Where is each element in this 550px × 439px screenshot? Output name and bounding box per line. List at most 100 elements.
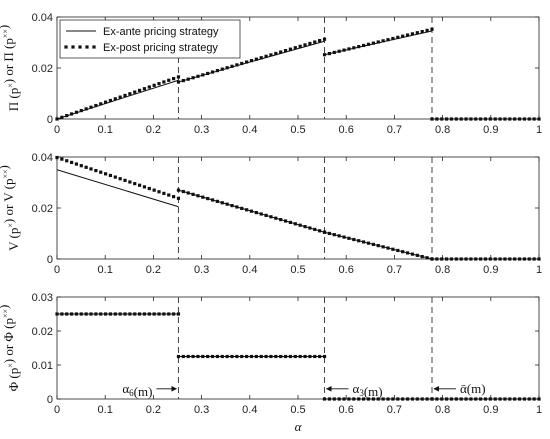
ex-post-marker — [532, 117, 536, 121]
ex-post-marker — [147, 85, 151, 89]
annotation-label: α6(m) — [122, 381, 152, 399]
ex-post-marker — [386, 246, 390, 250]
ex-post-marker — [479, 257, 483, 261]
x-tick-label: 0.2 — [146, 124, 161, 136]
y-tick-label: 0.02 — [32, 203, 53, 215]
ex-post-marker — [274, 216, 278, 220]
ex-post-marker — [167, 78, 171, 82]
ex-post-marker — [376, 244, 380, 248]
ex-post-marker — [435, 397, 439, 401]
ex-post-marker — [113, 312, 117, 316]
ex-post-marker — [133, 90, 137, 94]
ex-post-marker — [459, 257, 463, 261]
x-tick-label: 0.2 — [146, 264, 161, 276]
legend-marker-swatch — [78, 45, 82, 49]
x-tick-label: 0.6 — [339, 404, 354, 416]
ex-post-marker — [464, 397, 468, 401]
ex-post-marker — [498, 397, 502, 401]
annotation: α6(m) — [122, 381, 178, 399]
x-tick-label: 0.1 — [98, 264, 113, 276]
ex-post-marker — [65, 114, 69, 118]
ex-post-marker — [464, 117, 468, 121]
ex-post-marker — [201, 195, 205, 199]
ex-post-marker — [415, 397, 419, 401]
ex-post-marker — [376, 40, 380, 44]
y-axis-label: Φ (p×) or Φ (p××) — [0, 305, 21, 392]
ex-post-marker — [283, 354, 288, 359]
ex-post-marker — [288, 220, 293, 225]
ex-post-marker — [118, 312, 122, 316]
ex-post-marker — [357, 239, 361, 243]
ex-post-marker — [396, 397, 400, 401]
x-tick-label: 0.7 — [387, 264, 402, 276]
ex-post-marker — [84, 165, 88, 169]
ex-post-marker — [483, 397, 488, 401]
ex-post-marker — [89, 312, 93, 316]
ex-post-marker — [245, 60, 249, 64]
ex-post-marker — [391, 36, 395, 41]
ex-post-marker — [118, 177, 122, 181]
ex-post-marker — [391, 397, 395, 401]
ex-post-marker — [327, 231, 331, 236]
annotation-label: α3(m) — [353, 381, 383, 399]
x-tick-label: 0.7 — [387, 404, 402, 416]
ex-post-marker — [288, 47, 293, 51]
ex-post-marker — [435, 117, 439, 121]
x-tick-label: 0.3 — [194, 264, 209, 276]
ex-post-marker — [366, 397, 371, 401]
ex-post-marker — [308, 354, 312, 359]
ex-post-marker — [435, 257, 439, 261]
ex-post-marker — [371, 397, 375, 401]
ex-post-marker — [420, 29, 424, 34]
ex-post-marker — [318, 39, 322, 43]
legend-entry-ex-post: Ex-post pricing strategy — [103, 42, 218, 54]
ex-post-marker — [513, 397, 517, 401]
x-tick-label: 0 — [54, 404, 60, 416]
ex-post-marker — [313, 40, 317, 44]
ex-post-marker — [430, 27, 434, 31]
x-tick-label: 0.7 — [387, 124, 402, 136]
ex-post-marker — [493, 117, 497, 121]
ex-post-marker — [128, 312, 132, 316]
ex-post-marker — [469, 397, 473, 401]
ex-post-marker — [503, 397, 507, 401]
ex-post-marker — [425, 397, 429, 401]
ex-post-marker — [235, 354, 239, 359]
ex-post-marker — [176, 196, 181, 200]
ex-post-marker — [493, 257, 497, 261]
x-tick-label: 0.3 — [194, 124, 209, 136]
ex-post-marker — [308, 41, 312, 46]
ex-post-marker — [225, 202, 229, 206]
ex-post-marker — [401, 397, 405, 401]
ex-post-marker — [293, 222, 297, 226]
ex-post-marker — [293, 46, 297, 50]
x-tick-label: 1 — [536, 124, 542, 136]
legend-marker-swatch — [92, 45, 96, 49]
x-tick-label: 0 — [54, 124, 60, 136]
x-tick-label: 0.9 — [483, 264, 498, 276]
ex-post-marker — [537, 257, 541, 261]
ex-post-marker — [327, 51, 331, 56]
ex-post-marker — [279, 50, 283, 54]
ex-post-marker — [254, 210, 258, 215]
ex-post-marker — [440, 397, 444, 401]
ex-post-marker — [99, 170, 103, 174]
ex-post-marker — [225, 66, 229, 70]
ex-post-marker — [220, 201, 224, 205]
x-tick-label: 0.8 — [435, 124, 450, 136]
y-tick-label: 0.04 — [32, 152, 53, 164]
x-tick-label: 0 — [54, 264, 60, 276]
x-tick-label: 0.4 — [242, 264, 257, 276]
ex-post-marker — [249, 209, 254, 213]
ex-post-marker — [201, 354, 205, 359]
ex-post-marker — [401, 250, 405, 254]
ex-post-marker — [420, 397, 424, 401]
ex-post-marker — [157, 312, 161, 316]
x-axis-label: α — [295, 419, 303, 434]
ex-post-marker — [293, 354, 297, 359]
ex-post-marker — [172, 195, 176, 199]
ex-post-marker — [298, 44, 302, 48]
ex-post-marker — [55, 117, 59, 121]
ex-post-marker — [454, 117, 458, 121]
axes-box — [56, 156, 540, 260]
